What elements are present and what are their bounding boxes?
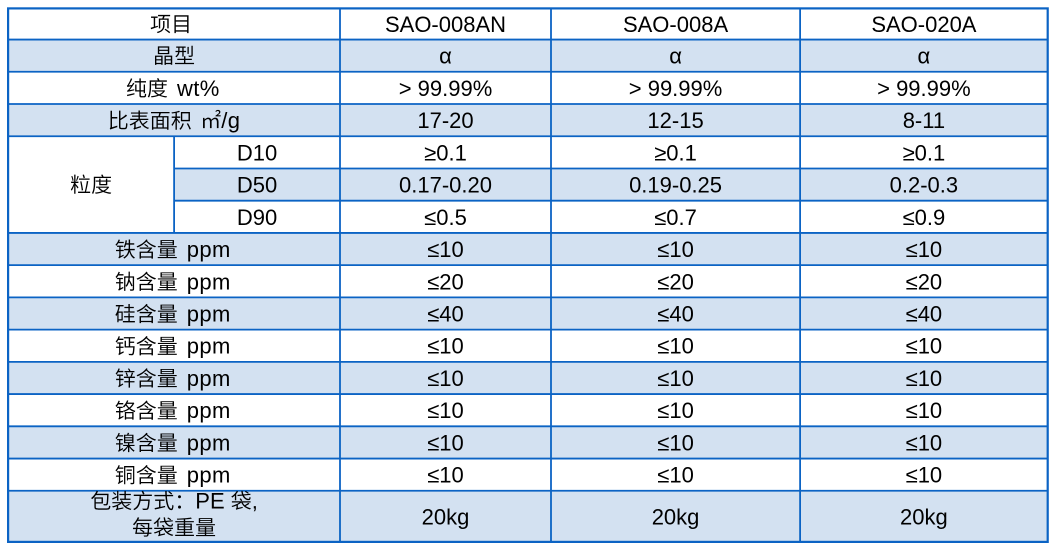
svg-text:SAO-008AN: SAO-008AN [385,12,506,37]
svg-text:α: α [439,44,452,69]
svg-text:ppm: ppm [187,334,231,359]
svg-text:≥0.1: ≥0.1 [424,140,467,165]
svg-text:≤10: ≤10 [906,430,943,455]
svg-text:> 99.99%: > 99.99% [629,76,723,101]
svg-text:SAO-008A: SAO-008A [623,12,728,37]
svg-text:≤10: ≤10 [657,398,694,423]
svg-text:ppm: ppm [187,269,231,294]
svg-text:≤20: ≤20 [906,269,943,294]
svg-text:8-11: 8-11 [903,108,945,133]
svg-text:12-15: 12-15 [647,108,703,133]
svg-text:≤0.7: ≤0.7 [654,205,697,230]
svg-text:ppm: ppm [187,366,231,391]
svg-text:PE: PE [195,489,224,514]
svg-text:> 99.99%: > 99.99% [399,76,493,101]
svg-text:≤10: ≤10 [906,237,943,262]
svg-text:ppm: ppm [187,302,231,327]
svg-text:≤10: ≤10 [657,463,694,488]
svg-text:α: α [918,44,931,69]
svg-text:≤10: ≤10 [427,430,464,455]
svg-text:> 99.99%: > 99.99% [877,76,971,101]
svg-text:17-20: 17-20 [417,108,473,133]
svg-text:/g: /g [221,108,240,133]
svg-text:≤10: ≤10 [427,334,464,359]
svg-text:20kg: 20kg [900,504,948,529]
svg-text:ppm: ppm [187,237,231,262]
svg-text:≤0.9: ≤0.9 [903,205,946,230]
svg-text:ppm: ppm [187,463,231,488]
svg-text:≤10: ≤10 [427,237,464,262]
svg-text:D90: D90 [237,205,277,230]
svg-text:20kg: 20kg [422,504,470,529]
svg-text:≤20: ≤20 [657,269,694,294]
svg-text:≤10: ≤10 [427,366,464,391]
svg-text:≤10: ≤10 [657,430,694,455]
svg-text:α: α [669,44,682,69]
svg-text:≤10: ≤10 [657,237,694,262]
svg-text:≤10: ≤10 [427,398,464,423]
svg-text:≤10: ≤10 [906,398,943,423]
svg-text:20kg: 20kg [652,504,700,529]
svg-text:0.17-0.20: 0.17-0.20 [399,173,492,198]
svg-text:≤20: ≤20 [427,269,464,294]
svg-text:D10: D10 [237,140,277,165]
svg-text:≤10: ≤10 [657,366,694,391]
svg-text:≤40: ≤40 [427,302,464,327]
svg-text:≤10: ≤10 [657,334,694,359]
svg-text:SAO-020A: SAO-020A [871,12,976,37]
svg-text:≤10: ≤10 [427,463,464,488]
svg-text:ppm: ppm [187,398,231,423]
svg-text:≥0.1: ≥0.1 [903,140,946,165]
svg-text:wt%: wt% [176,76,220,101]
svg-text:0.2-0.3: 0.2-0.3 [890,173,959,198]
svg-text:≥0.1: ≥0.1 [654,140,697,165]
svg-text:≤10: ≤10 [906,334,943,359]
svg-text:ppm: ppm [187,430,231,455]
svg-text:D50: D50 [237,173,277,198]
svg-text:≤0.5: ≤0.5 [424,205,467,230]
svg-text:≤10: ≤10 [906,366,943,391]
svg-text:≤10: ≤10 [906,463,943,488]
svg-text:≤40: ≤40 [906,302,943,327]
svg-text:≤40: ≤40 [657,302,694,327]
svg-text:0.19-0.25: 0.19-0.25 [629,173,722,198]
svg-text:,: , [252,489,258,514]
